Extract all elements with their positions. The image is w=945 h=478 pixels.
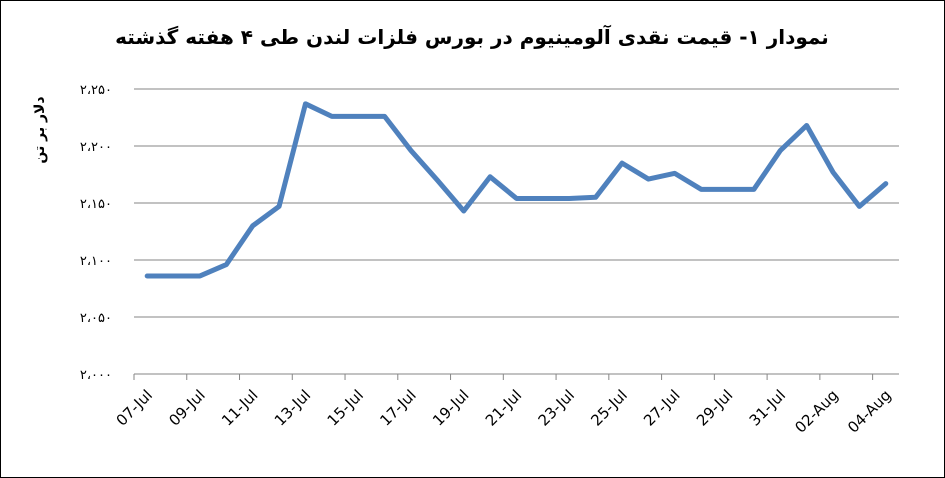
y-tick-label: ۲،۰۵۰ bbox=[80, 311, 112, 326]
y-tick-label: ۲،۲۵۰ bbox=[80, 83, 112, 98]
y-tick-label: ۲،۰۰۰ bbox=[80, 368, 112, 383]
data-line bbox=[144, 101, 889, 279]
y-tick-label: ۲،۱۵۰ bbox=[80, 197, 112, 212]
y-tick-label: ۲،۱۰۰ bbox=[80, 254, 112, 269]
chart-title: نمودار ۱- قیمت نقدی آلومینیوم در بورس فل… bbox=[115, 24, 829, 49]
y-axis-label: دلار بر تن bbox=[32, 96, 48, 163]
y-tick-label: ۲،۲۰۰ bbox=[80, 140, 112, 155]
